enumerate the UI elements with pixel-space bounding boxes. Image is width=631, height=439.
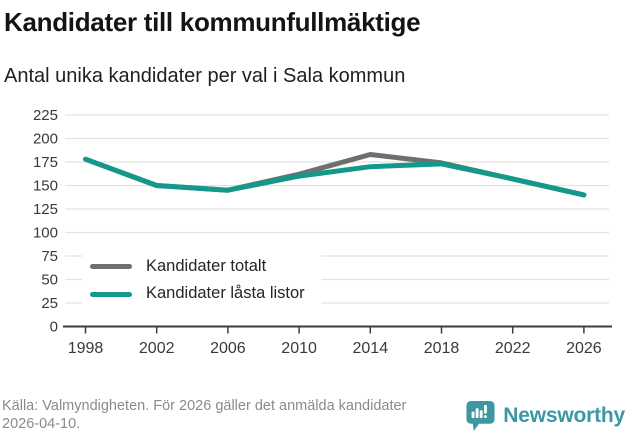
line-chart: 0 25 50 75 100 125 150 175 200 225 1998 2002 2006 201… bbox=[0, 98, 631, 360]
svg-text:50: 50 bbox=[41, 271, 58, 288]
svg-text:125: 125 bbox=[33, 201, 58, 218]
legend-swatch-totalt bbox=[90, 263, 132, 269]
newsworthy-wordmark: Newsworthy bbox=[503, 404, 625, 427]
legend-item-lasta-listor: Kandidater låsta listor bbox=[90, 284, 305, 304]
svg-text:2010: 2010 bbox=[281, 340, 317, 357]
svg-text:150: 150 bbox=[33, 177, 58, 194]
svg-text:175: 175 bbox=[33, 154, 58, 171]
svg-text:100: 100 bbox=[33, 224, 58, 241]
page-title: Kandidater till kommunfullmäktige bbox=[4, 7, 421, 37]
legend-swatch-lasta-listor bbox=[90, 291, 132, 297]
svg-text:25: 25 bbox=[41, 295, 58, 312]
legend-label-lasta-listor: Kandidater låsta listor bbox=[146, 284, 305, 303]
newsworthy-logo: Newsworthy bbox=[465, 399, 627, 433]
svg-text:2018: 2018 bbox=[424, 340, 460, 357]
chart-canvas: 0 25 50 75 100 125 150 175 200 225 1998 2002 2006 201… bbox=[33, 107, 612, 357]
svg-text:0: 0 bbox=[50, 318, 58, 335]
svg-text:2022: 2022 bbox=[495, 340, 531, 357]
chart-footer: Källa: Valmyndigheten. För 2026 gäller d… bbox=[0, 395, 631, 439]
svg-text:1998: 1998 bbox=[68, 340, 104, 357]
svg-text:225: 225 bbox=[33, 107, 58, 124]
chart-header: Kandidater till kommunfullmäktige Antal … bbox=[0, 0, 631, 88]
chart-legend: Kandidater totalt Kandidater låsta listo… bbox=[82, 247, 321, 314]
legend-label-totalt: Kandidater totalt bbox=[146, 256, 267, 275]
newsworthy-icon bbox=[466, 400, 495, 432]
chart-subtitle: Antal unika kandidater per val i Sala ko… bbox=[4, 64, 406, 87]
svg-text:2002: 2002 bbox=[139, 340, 175, 357]
svg-text:200: 200 bbox=[33, 130, 58, 147]
source-note: Källa: Valmyndigheten. För 2026 gäller d… bbox=[2, 398, 407, 432]
svg-text:2006: 2006 bbox=[210, 340, 246, 357]
svg-text:75: 75 bbox=[41, 248, 58, 265]
svg-text:2014: 2014 bbox=[353, 340, 389, 357]
svg-text:2026: 2026 bbox=[566, 340, 602, 357]
legend-item-totalt: Kandidater totalt bbox=[90, 257, 305, 277]
